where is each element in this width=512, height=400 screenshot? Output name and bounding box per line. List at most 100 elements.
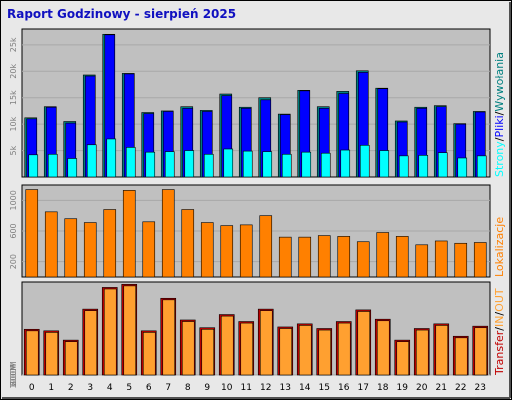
y-tick-label: 5k	[9, 145, 18, 155]
side-label-part: IN	[493, 316, 506, 327]
bar-strony	[340, 149, 351, 178]
y-tick-label: 20k	[9, 64, 18, 79]
bar-out	[123, 285, 137, 376]
bar-strony	[320, 152, 331, 178]
x-tick-label: 10	[221, 383, 233, 393]
bar-lokalizacje	[220, 225, 234, 278]
bar-out	[259, 310, 273, 376]
bar-lokalizacje	[454, 242, 468, 278]
bar-lokalizacje	[103, 209, 117, 278]
bar-strony	[457, 157, 468, 178]
x-tick-label: 15	[319, 383, 330, 393]
x-tick-label: 6	[146, 383, 152, 393]
bar-strony	[379, 150, 390, 178]
side-label-part: Pliki	[493, 115, 506, 137]
side-label-separator: /	[493, 111, 506, 115]
bar-out	[220, 315, 234, 376]
bar-out	[25, 330, 39, 376]
bar-out	[84, 310, 98, 376]
bar-strony	[281, 153, 292, 178]
bar-lokalizacje	[83, 222, 97, 278]
y-tick-label: 25k	[9, 37, 18, 52]
report-title: Raport Godzinowy - sierpień 2025	[7, 7, 236, 21]
y-tick-label: 10k	[9, 116, 18, 131]
bar-lokalizacje	[259, 215, 273, 278]
bar-out	[181, 321, 195, 376]
bar-out	[201, 328, 215, 376]
x-tick-label: 17	[358, 383, 369, 393]
y-tick-label: 1000	[9, 190, 18, 210]
y-tick-label: 15k	[9, 90, 18, 105]
x-tick-label: 14	[299, 383, 311, 393]
bar-lokalizacje	[356, 241, 370, 278]
bar-lokalizacje	[278, 236, 292, 278]
bar-lokalizacje	[337, 236, 351, 278]
bar-lokalizacje	[161, 189, 175, 278]
bar-out	[415, 329, 429, 376]
bar-lokalizacje	[239, 224, 253, 278]
x-tick-label: 9	[204, 383, 210, 393]
y-tick-label: 600M	[9, 364, 18, 386]
bar-out	[474, 327, 488, 376]
bar-strony	[476, 155, 487, 178]
bar-strony	[67, 158, 78, 178]
x-tick-label: 16	[338, 383, 350, 393]
bar-out	[240, 322, 254, 376]
bar-strony	[145, 151, 156, 178]
x-tick-label: 1	[48, 383, 54, 393]
panel-1: 200 600 1000 Lokalizacje	[9, 184, 506, 278]
bar-lokalizacje	[122, 190, 136, 278]
bar-strony	[164, 151, 175, 178]
y-tick-label: 600	[9, 223, 18, 238]
y-tick-label: 200M	[9, 364, 18, 386]
bar-out	[142, 332, 156, 376]
bar-lokalizacje	[64, 218, 78, 278]
side-label-part: OUT	[493, 288, 506, 312]
chart-panels: 5k10k15k20k25kStrony/Pliki/Wywołania2006…	[9, 28, 506, 393]
x-tick-label: 0	[29, 383, 35, 393]
y-tick-label: 200	[9, 254, 18, 269]
bar-lokalizacje	[25, 189, 39, 278]
x-tick-label: 21	[436, 383, 447, 393]
bar-strony	[223, 148, 234, 178]
bar-out	[318, 329, 332, 376]
side-label-separator: /	[493, 327, 506, 331]
bar-strony	[47, 153, 58, 178]
bar-lokalizacje	[317, 235, 331, 278]
side-label: Strony/Pliki/Wywołania	[493, 52, 506, 177]
bar-out	[396, 341, 410, 376]
bar-lokalizacje	[415, 244, 429, 278]
x-tick-label: 13	[280, 383, 291, 393]
bar-strony	[125, 147, 136, 178]
side-label-separator: /	[493, 312, 506, 316]
x-tick-label: 19	[397, 383, 409, 393]
plot-area	[21, 28, 491, 178]
side-label-separator: /	[493, 137, 506, 141]
bar-strony	[242, 150, 253, 178]
bar-strony	[262, 151, 273, 178]
bar-lokalizacje	[298, 236, 312, 278]
x-tick-label: 2	[68, 383, 74, 393]
bar-out	[357, 311, 371, 376]
x-tick-label: 22	[455, 383, 466, 393]
bar-out	[298, 325, 312, 376]
bar-strony	[301, 151, 312, 178]
bar-strony	[398, 155, 409, 178]
side-label-part: Wywołania	[493, 52, 506, 112]
x-tick-label: 20	[416, 383, 428, 393]
x-tick-label: 8	[185, 383, 191, 393]
bar-lokalizacje	[434, 240, 448, 278]
bar-out	[45, 332, 59, 376]
side-label: Transfer/IN/OUT	[493, 288, 506, 376]
x-tick-label: 3	[87, 383, 93, 393]
x-tick-label: 23	[475, 383, 486, 393]
x-tick-label: 7	[165, 383, 171, 393]
plot-area	[21, 281, 491, 376]
bar-out	[103, 288, 117, 376]
bar-strony	[106, 138, 117, 178]
bar-out	[337, 322, 351, 376]
x-tick-label: 18	[377, 383, 389, 393]
bar-out	[64, 341, 78, 376]
x-tick-label: 11	[241, 383, 252, 393]
